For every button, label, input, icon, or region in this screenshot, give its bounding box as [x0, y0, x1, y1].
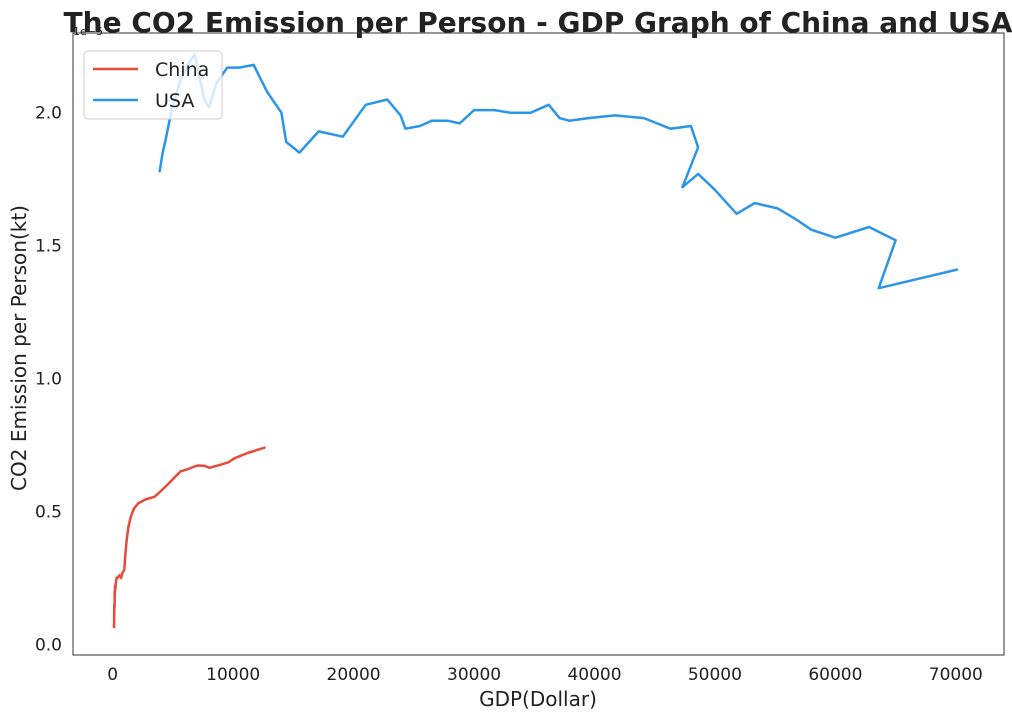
x-tick-label: 40000: [567, 665, 621, 685]
x-tick-label: 20000: [327, 665, 381, 685]
series-line-china: [112, 446, 266, 629]
y-axis-label: CO2 Emission per Person(kt): [7, 205, 31, 491]
y-axis-ticks: 0.0 0.5 1.0 1.5 2.0: [35, 104, 62, 656]
y-tick-label: 1.5: [35, 237, 62, 257]
y-tick-label: 1.0: [35, 370, 62, 390]
x-tick-label: 50000: [688, 665, 742, 685]
x-tick-label: 60000: [808, 665, 862, 685]
legend: China USA: [83, 50, 223, 120]
x-tick-label: 30000: [447, 665, 501, 685]
x-tick-label: 70000: [929, 665, 983, 685]
x-tick-label: 0: [107, 665, 118, 685]
chart-title: The CO2 Emission per Person - GDP Graph …: [64, 6, 1012, 39]
y-tick-label: 0.5: [35, 503, 62, 523]
y-tick-label: 2.0: [35, 104, 62, 124]
y-axis-offset-text: 1e−5: [73, 25, 103, 38]
legend-label-china: China: [155, 59, 209, 81]
x-axis-ticks: 0 10000 20000 30000 40000 50000 60000 70000: [107, 665, 983, 685]
y-tick-label: 0.0: [35, 635, 62, 655]
plot-frame: [72, 32, 1005, 656]
x-axis-label: GDP(Dollar): [479, 687, 597, 711]
legend-label-usa: USA: [155, 90, 194, 112]
x-tick-label: 10000: [206, 665, 260, 685]
